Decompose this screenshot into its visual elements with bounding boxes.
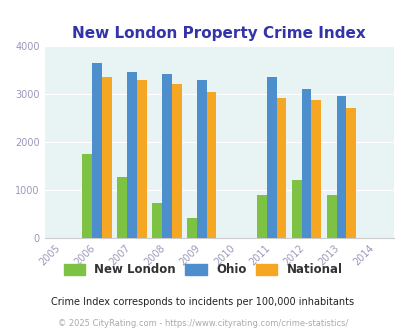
Bar <box>291 180 301 238</box>
Bar <box>162 74 171 238</box>
Bar <box>117 177 127 238</box>
Text: © 2025 CityRating.com - https://www.cityrating.com/crime-statistics/: © 2025 CityRating.com - https://www.city… <box>58 319 347 328</box>
Bar <box>345 108 355 238</box>
Bar <box>136 80 146 238</box>
Bar <box>187 218 196 238</box>
Bar <box>301 89 311 238</box>
Bar <box>276 98 286 238</box>
Title: New London Property Crime Index: New London Property Crime Index <box>72 26 365 41</box>
Bar <box>82 154 92 238</box>
Text: Crime Index corresponds to incidents per 100,000 inhabitants: Crime Index corresponds to incidents per… <box>51 297 354 307</box>
Legend: New London, Ohio, National: New London, Ohio, National <box>63 263 342 276</box>
Bar <box>206 92 216 238</box>
Bar <box>266 77 276 238</box>
Bar <box>127 72 136 238</box>
Bar <box>152 203 162 238</box>
Bar <box>256 194 266 238</box>
Bar <box>171 84 181 238</box>
Bar <box>311 100 320 238</box>
Bar <box>102 77 111 238</box>
Bar <box>326 194 336 238</box>
Bar <box>92 63 102 238</box>
Bar <box>196 80 206 238</box>
Bar <box>336 96 345 238</box>
